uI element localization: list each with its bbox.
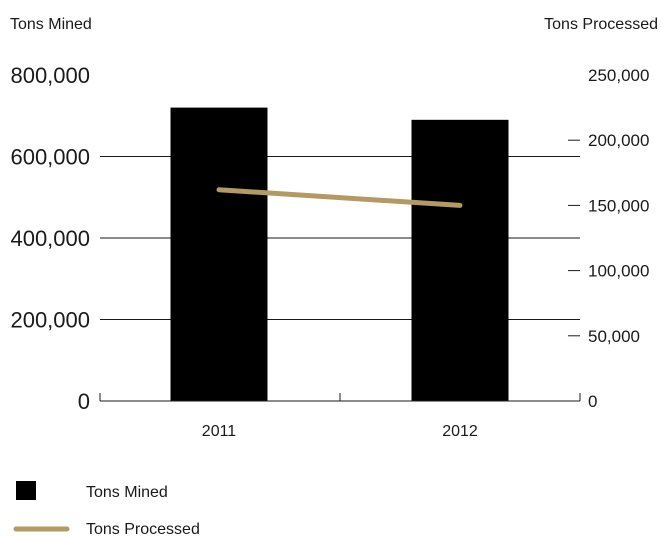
right-tick-label: 250,000 (588, 66, 649, 85)
left-tick-label: 0 (78, 389, 90, 414)
left-axis-title: Tons Mined (10, 16, 92, 33)
left-tick-label: 800,000 (10, 63, 90, 88)
axes (99, 139, 581, 402)
line-series (216, 187, 463, 208)
legend-swatch-tons-mined (16, 481, 36, 500)
legend-label-tons-mined: Tons Mined (86, 484, 168, 501)
category-label: 2011 (202, 423, 237, 440)
right-tick-label: 150,000 (588, 196, 649, 215)
legend: Tons Mined Tons Processed (13, 481, 200, 536)
left-tick-label: 400,000 (10, 226, 90, 251)
right-tick-label: 100,000 (588, 262, 649, 281)
category-label: 2012 (442, 423, 478, 440)
right-tick-label: 200,000 (588, 131, 649, 150)
right-axis-title: Tons Processed (544, 16, 658, 33)
right-tick-label: 50,000 (588, 327, 640, 346)
left-tick-label: 600,000 (10, 145, 90, 170)
category-labels: 2011 2012 (202, 423, 478, 440)
legend-label-tons-processed: Tons Processed (86, 521, 200, 536)
bar-tons-mined-2012 (411, 119, 509, 401)
right-tick-label: 0 (588, 392, 597, 411)
line-tons-processed (216, 187, 463, 208)
left-tick-label: 200,000 (10, 308, 90, 333)
bars (170, 107, 509, 401)
right-tick-labels: 0 50,000 100,000 150,000 200,000 250,000 (588, 66, 649, 411)
left-tick-labels: 0 200,000 400,000 600,000 800,000 (10, 63, 90, 414)
bar-tons-mined-2011 (170, 107, 268, 401)
